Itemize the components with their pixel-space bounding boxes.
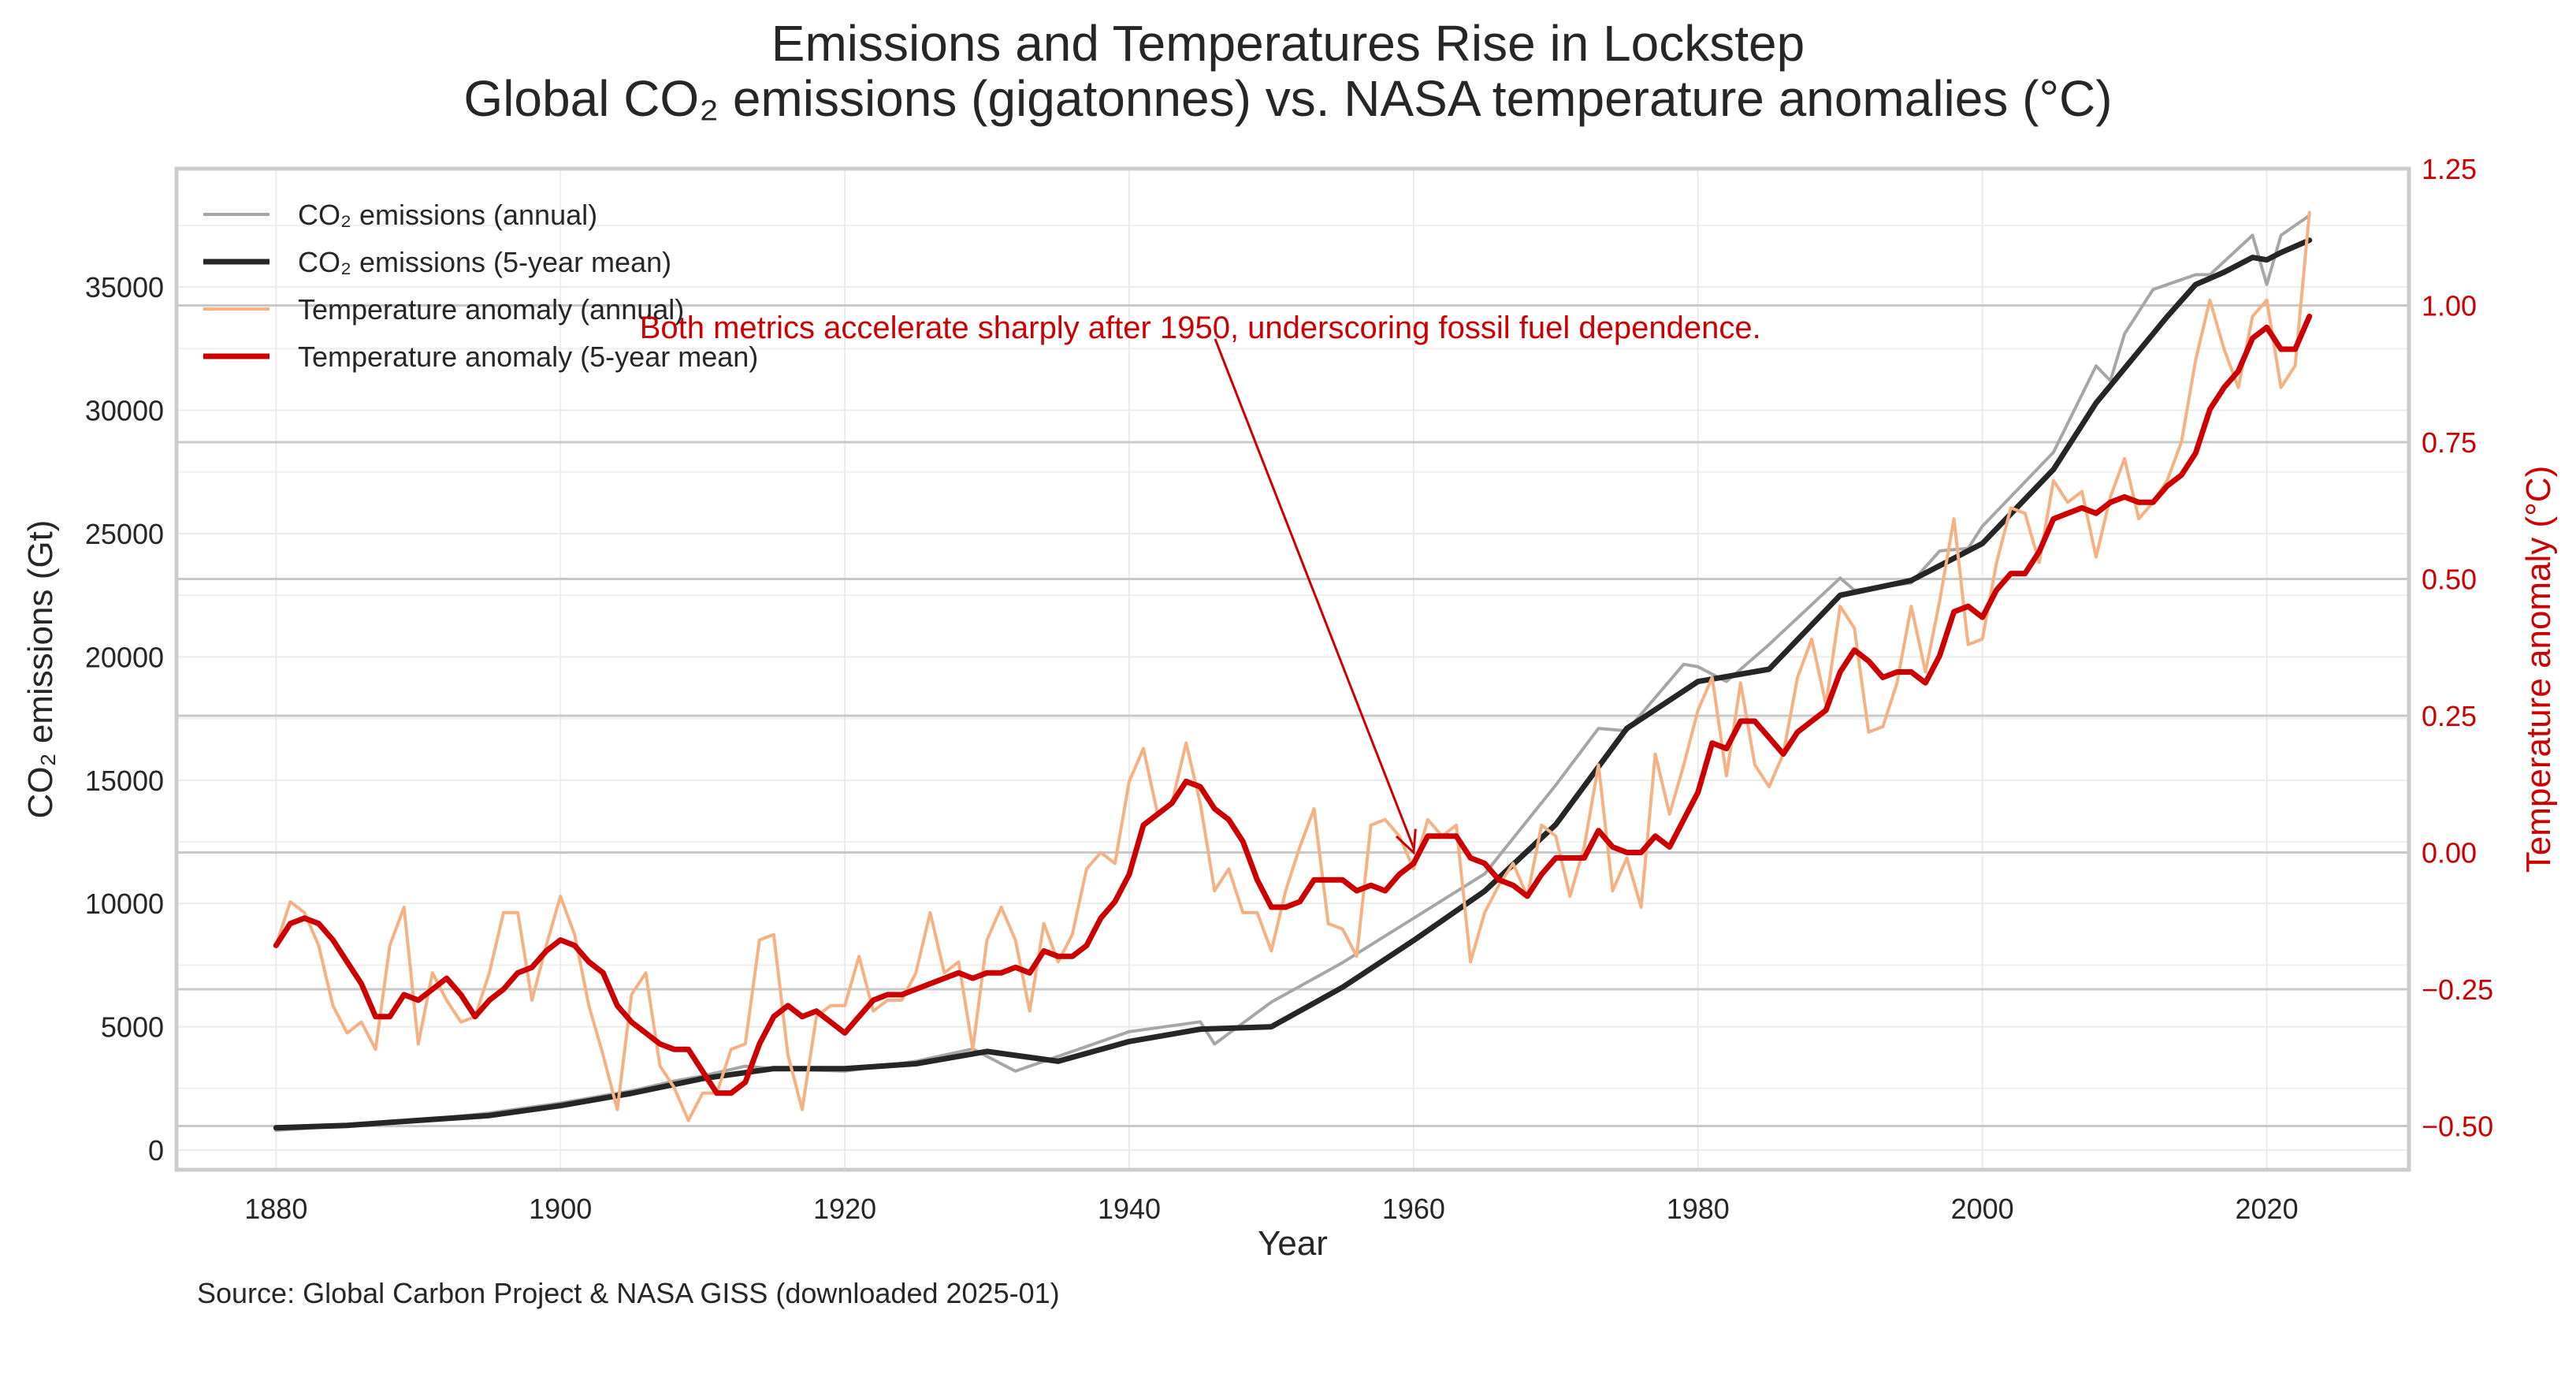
- y-left-tick-label: 10000: [85, 888, 164, 920]
- y-right-tick-label: 0.25: [2422, 700, 2477, 732]
- y-right-tick-label: 1.00: [2422, 289, 2477, 322]
- x-tick-label: 2000: [1951, 1193, 2014, 1225]
- x-tick-label: 1960: [1382, 1193, 1445, 1225]
- y-right-tick-label: 0.00: [2422, 836, 2477, 869]
- y-left-tick-label: 20000: [85, 641, 164, 673]
- series-line-2: [273, 237, 2313, 1131]
- y-left-tick-label: 35000: [85, 271, 164, 303]
- x-axis-label: Year: [1258, 1224, 1328, 1263]
- annotation-text: Both metrics accelerate sharply after 19…: [640, 311, 1761, 345]
- plot-area: [177, 169, 2409, 1170]
- chart-title: Emissions and Temperatures Rise in Locks…: [771, 15, 1805, 72]
- x-tick-label: 1880: [244, 1193, 307, 1225]
- y-right-tick-label: −0.50: [2422, 1110, 2493, 1142]
- annotation-arrow-head: [1395, 828, 1417, 855]
- x-tick-label: 2020: [2236, 1193, 2299, 1225]
- series-line-3: [274, 210, 2311, 1122]
- series-line-4: [273, 313, 2313, 1096]
- x-tick-label: 1920: [813, 1193, 876, 1225]
- chart-subtitle: Global CO₂ emissions (gigatonnes) vs. NA…: [463, 70, 2113, 127]
- y-left-tick-label: 25000: [85, 518, 164, 550]
- x-tick-label: 1940: [1098, 1193, 1161, 1225]
- y-axis-left-label: CO₂ emissions (Gt): [21, 520, 60, 819]
- y-right-tick-label: 1.25: [2422, 153, 2477, 185]
- y-axis-right-label: Temperature anomaly (°C): [2519, 466, 2558, 873]
- source-note: Source: Global Carbon Project & NASA GIS…: [197, 1277, 1060, 1309]
- y-right-tick-label: 0.50: [2422, 563, 2477, 595]
- x-tick-label: 1980: [1667, 1193, 1730, 1225]
- x-tick-label: 1900: [529, 1193, 592, 1225]
- y-left-tick-label: 5000: [101, 1011, 164, 1044]
- y-left-tick-label: 15000: [85, 765, 164, 797]
- legend-label-2: CO₂ emissions (5-year mean): [298, 246, 671, 278]
- annotation-arrow-line: [1214, 338, 1415, 849]
- y-right-tick-label: 0.75: [2422, 426, 2477, 459]
- y-left-tick-label: 30000: [85, 395, 164, 427]
- legend-label-4: Temperature anomaly (5-year mean): [298, 341, 758, 373]
- y-left-tick-label: 0: [148, 1134, 164, 1167]
- plot-frame: [174, 166, 2411, 1172]
- legend-label-1: CO₂ emissions (annual): [298, 199, 597, 231]
- legend-label-3: Temperature anomaly (annual): [298, 293, 684, 326]
- y-right-tick-label: −0.25: [2422, 973, 2493, 1006]
